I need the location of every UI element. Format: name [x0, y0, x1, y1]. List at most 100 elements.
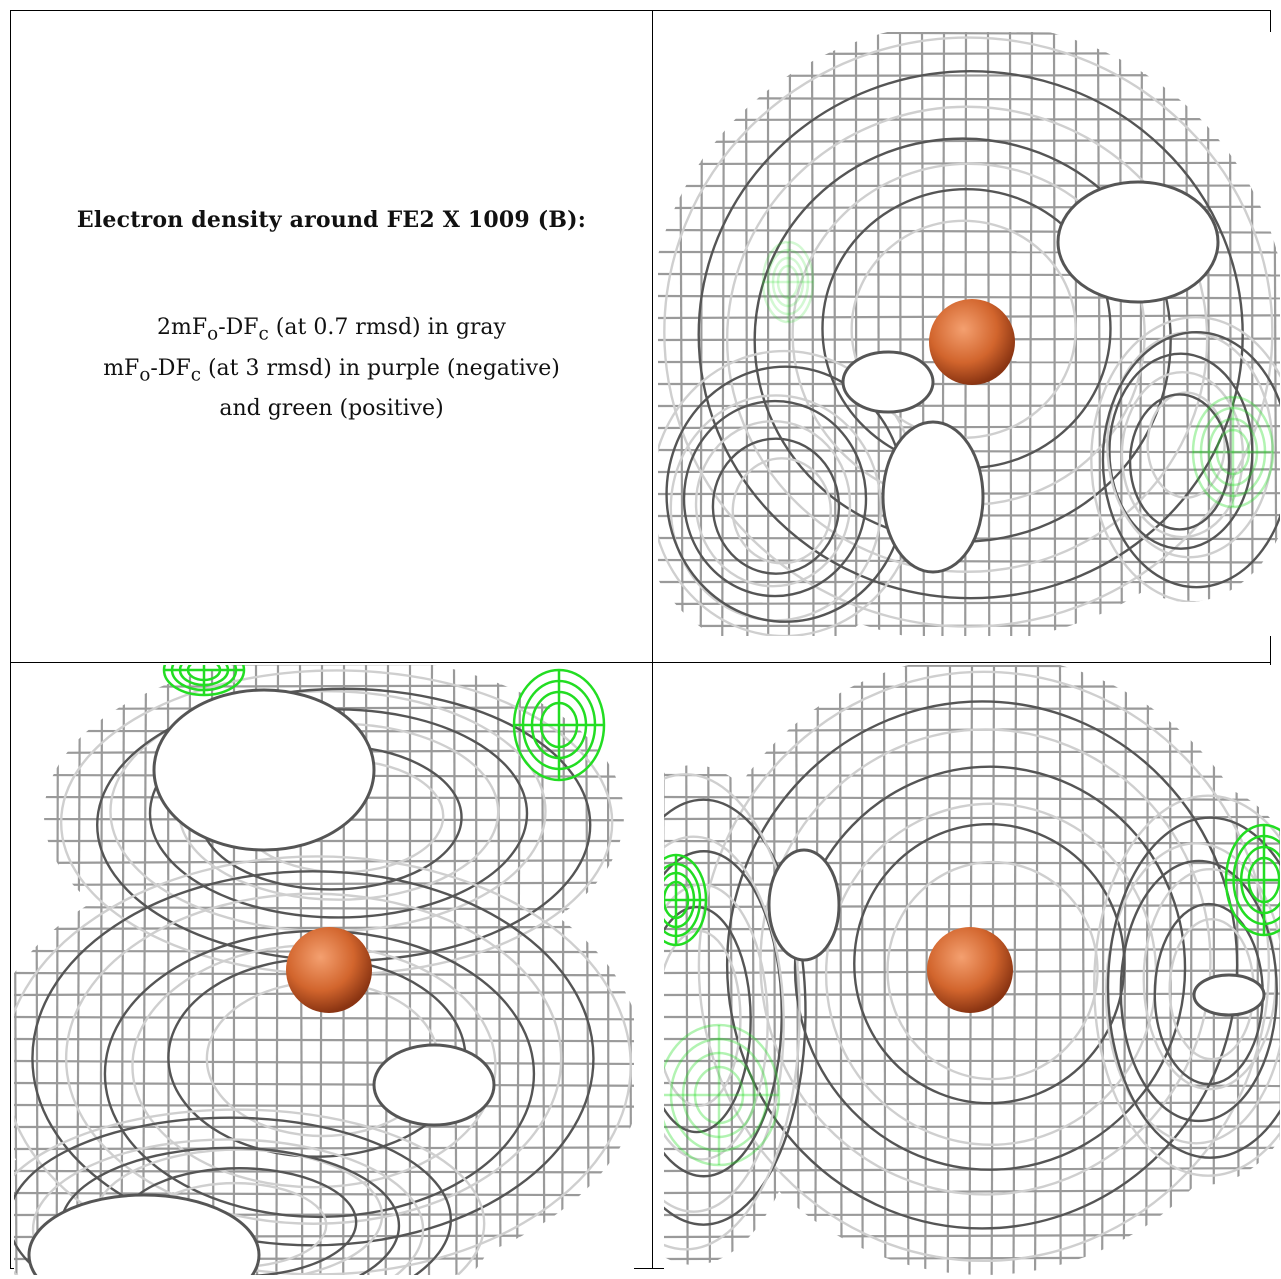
mesh-contour: [1120, 370, 1245, 539]
mesh-contour: [1128, 393, 1231, 531]
mesh-contour: [14, 1116, 453, 1275]
mesh-line: [452, 665, 458, 1275]
mesh-contour: [694, 420, 852, 588]
table-divider-horizontal: [11, 662, 1270, 663]
mesh-line: [658, 558, 1280, 564]
mesh-line: [678, 32, 684, 636]
mesh-line: [1272, 32, 1278, 636]
mesh-line: [728, 665, 734, 1275]
density-void: [767, 848, 841, 962]
density-void: [1056, 180, 1220, 304]
mesh-line: [664, 685, 1280, 689]
mesh-line: [721, 32, 726, 636]
mesh-line: [99, 665, 104, 1275]
mesh-line: [814, 665, 820, 1275]
mesh-line: [664, 881, 1280, 887]
mesh-line: [832, 32, 837, 636]
mesh-line: [699, 32, 704, 636]
density-panel-top-right: [658, 32, 1280, 636]
caption-line-colors: and green (positive): [219, 395, 444, 421]
density-void: [841, 350, 935, 414]
mesh-line: [904, 665, 910, 1275]
caption-line-fofc: mFo-DFc (at 3 rmsd) in purple (negative): [103, 355, 560, 385]
mesh-line: [810, 32, 815, 636]
positive-density-blob: [512, 668, 606, 782]
mesh-line: [14, 1081, 634, 1087]
mesh-contour: [793, 765, 1187, 1171]
mesh-line: [14, 1103, 634, 1108]
mesh-line: [664, 1125, 1280, 1129]
mesh-line: [664, 1256, 1280, 1261]
caption-cell: Electron density around FE2 X 1009 (B): …: [11, 11, 652, 662]
mesh-line: [787, 32, 792, 636]
mesh-line: [664, 1233, 1280, 1239]
mesh-contour: [14, 1108, 486, 1275]
mesh-contour: [31, 1138, 425, 1275]
mesh-line: [1096, 32, 1102, 636]
mesh-contour: [1146, 391, 1226, 499]
mesh-line: [427, 665, 434, 1275]
mesh-line: [706, 665, 712, 1275]
mesh-line: [14, 665, 18, 1275]
mesh-contour: [725, 700, 1239, 1230]
positive-density-blob: [162, 665, 246, 697]
mesh-line: [664, 750, 1280, 755]
mesh-line: [658, 32, 1280, 36]
mesh-line: [540, 665, 546, 1275]
mesh-line: [664, 904, 1280, 909]
mesh-line: [14, 905, 634, 911]
mesh-line: [664, 815, 1280, 821]
mesh-contour: [1119, 859, 1278, 1123]
mesh-line: [516, 665, 522, 1275]
mesh-contour: [731, 457, 832, 565]
mesh-contour: [1093, 794, 1280, 1177]
density-mesh-svg: [14, 665, 634, 1275]
mesh-contour: [697, 670, 1271, 1263]
mesh-contour: [664, 773, 801, 1251]
mesh-line: [664, 1015, 1280, 1019]
mesh-contour: [711, 437, 841, 575]
mesh-contour: [1101, 330, 1280, 589]
density-panel-bottom-left: [14, 665, 634, 1275]
density-mesh-svg: [658, 32, 1280, 636]
mesh-line: [14, 1059, 634, 1066]
mesh-line: [684, 665, 689, 1275]
mesh-line: [1138, 32, 1144, 636]
mesh-line: [14, 1191, 634, 1197]
mesh-contour: [664, 905, 752, 1134]
mesh-line: [120, 665, 126, 1275]
mesh-line: [1101, 665, 1106, 1275]
mesh-line: [882, 665, 887, 1275]
mesh-line: [1012, 665, 1018, 1275]
mesh-contour: [64, 892, 563, 1225]
mesh-line: [664, 795, 1280, 801]
positive-density-blob: [1191, 395, 1275, 509]
positive-density-blob: [664, 1023, 781, 1167]
mesh-line: [14, 859, 634, 865]
density-void: [152, 688, 376, 852]
mesh-contour: [682, 399, 868, 598]
mesh-line: [924, 665, 930, 1275]
mesh-contour: [725, 105, 1209, 573]
mesh-line: [772, 665, 777, 1275]
mesh-line: [860, 665, 864, 1275]
mesh-line: [141, 665, 148, 1275]
mesh-line: [658, 73, 1280, 78]
mesh-line: [838, 665, 843, 1275]
mesh-line: [14, 1015, 634, 1021]
density-void: [372, 1043, 496, 1127]
mesh-line: [14, 1037, 634, 1043]
mesh-line: [561, 665, 566, 1275]
iron-atom: [927, 927, 1013, 1013]
mesh-line: [1080, 665, 1086, 1275]
mesh-line: [1058, 665, 1062, 1275]
mesh-line: [658, 600, 1280, 606]
mesh-line: [14, 1169, 634, 1174]
mesh-contour: [853, 823, 1126, 1105]
figure-table: Electron density around FE2 X 1009 (B): …: [10, 10, 1271, 1269]
mesh-line: [55, 665, 60, 1275]
mesh-contour: [1108, 352, 1254, 550]
density-mesh-svg: [664, 665, 1280, 1275]
mesh-contour: [1106, 816, 1280, 1159]
density-void: [27, 1193, 261, 1275]
